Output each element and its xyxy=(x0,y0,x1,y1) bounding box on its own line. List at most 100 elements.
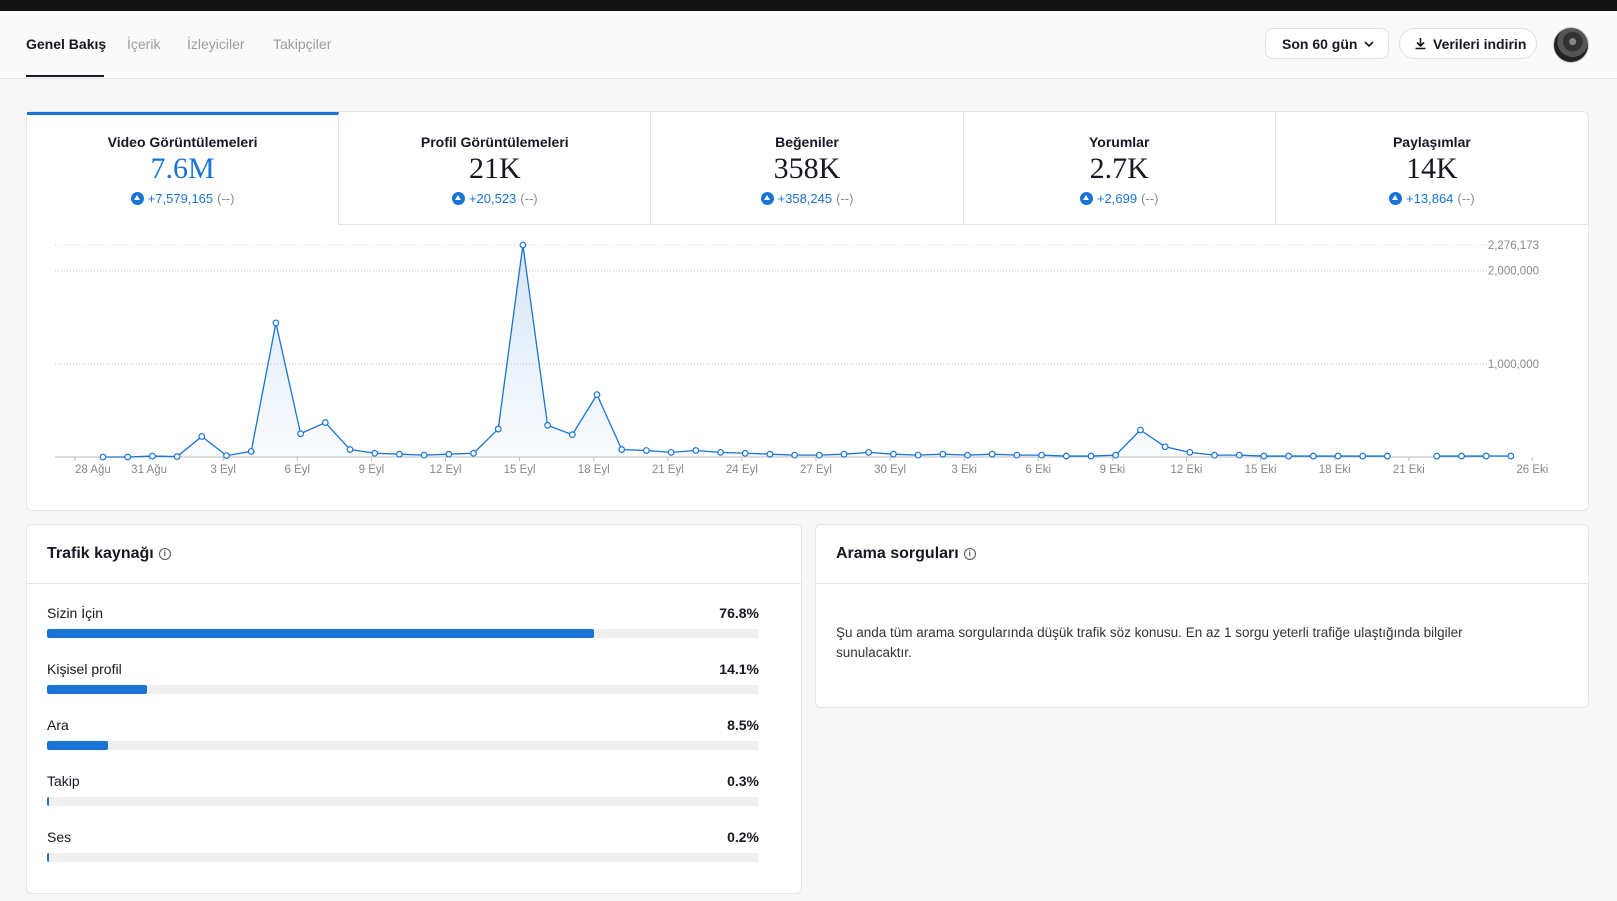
info-icon[interactable]: i xyxy=(963,548,976,560)
metric-title: Paylaşımlar xyxy=(1392,134,1471,150)
info-icon[interactable]: i xyxy=(158,548,171,560)
traffic-label: Ses xyxy=(47,829,72,845)
traffic-percent: 76.8% xyxy=(719,605,759,621)
traffic-bar-track xyxy=(47,797,759,806)
traffic-percent: 14.1% xyxy=(719,661,759,677)
data-point xyxy=(1359,452,1367,460)
metric-tab[interactable]: Beğeniler 358K +358,245 (--) xyxy=(651,112,964,225)
tab-takipciler[interactable]: Takipçiler xyxy=(273,36,332,52)
traffic-label: Ara xyxy=(47,717,69,733)
metric-delta-value: +358,245 xyxy=(777,191,833,206)
metric-tab[interactable]: Profil Görüntülemeleri 21K +20,523 (--) xyxy=(339,112,652,225)
arrow-up-icon xyxy=(1079,192,1093,205)
avatar[interactable] xyxy=(1553,27,1589,63)
top-strip xyxy=(0,0,1617,11)
traffic-percent: 0.3% xyxy=(727,773,759,789)
metric-title: Yorumlar xyxy=(1088,134,1150,150)
data-point xyxy=(1235,451,1243,459)
data-point xyxy=(321,419,329,426)
data-point xyxy=(99,453,107,461)
x-tick-label: 12 Eki xyxy=(1171,464,1203,476)
arrow-up-icon xyxy=(451,192,465,205)
data-point xyxy=(914,451,922,459)
traffic-percent: 8.5% xyxy=(727,717,759,733)
x-tick-label: 15 Eyl xyxy=(504,464,536,476)
traffic-bar-fill xyxy=(47,629,594,638)
search-empty-message: Şu anda tüm arama sorgularında düşük tra… xyxy=(836,625,1463,660)
metric-delta-extra: (--) xyxy=(1141,191,1159,206)
metric-delta-value: +20,523 xyxy=(468,191,517,206)
period-dropdown[interactable]: Son 60 gün xyxy=(1265,28,1389,59)
traffic-percent: 0.2% xyxy=(727,829,759,845)
metric-title: Profil Görüntülemeleri xyxy=(420,134,569,150)
search-queries-panel: Arama sorguları i Şu anda tüm arama sorg… xyxy=(815,524,1589,708)
x-tick-label: 27 Eyl xyxy=(800,464,832,476)
y-tick-label: 1,000,000 xyxy=(1488,359,1539,371)
data-point xyxy=(346,446,354,453)
data-point xyxy=(840,450,848,458)
data-point xyxy=(494,425,502,433)
metric-value: 358K xyxy=(773,152,841,185)
data-point xyxy=(939,450,947,458)
traffic-bar-fill xyxy=(47,853,50,862)
video-views-chart: 1,000,000 2,000,000 2,276,173 28 Ağu 31 Ağu 3… xyxy=(55,240,1548,476)
data-point xyxy=(544,421,551,429)
data-point xyxy=(1458,452,1465,460)
data-point xyxy=(766,450,774,458)
metric-delta-value: +2,699 xyxy=(1096,191,1138,206)
x-tick-label: 18 Eyl xyxy=(578,464,610,476)
x-tick-label: 21 Eyl xyxy=(652,464,684,476)
divider xyxy=(27,583,801,584)
x-tick-label: 12 Eyl xyxy=(430,464,462,476)
metric-tab[interactable]: Paylaşımlar 14K +13,864 (--) xyxy=(1275,112,1588,225)
data-point xyxy=(420,451,428,459)
download-data-button[interactable]: Verileri indirin xyxy=(1399,28,1537,59)
metric-delta: +7,579,165 (--) xyxy=(27,191,338,206)
data-point xyxy=(791,451,798,459)
traffic-bar-track xyxy=(47,629,759,638)
data-point xyxy=(692,447,700,454)
traffic-source-title: Trafik kaynağı i xyxy=(47,545,171,563)
data-point xyxy=(124,453,132,461)
data-point xyxy=(815,451,823,459)
tab-genel-bakis[interactable]: Genel Bakış xyxy=(26,36,107,52)
x-tick-label: 26 Eki xyxy=(1516,464,1548,476)
y-tick-label: 2,276,173 xyxy=(1488,240,1539,252)
period-label: Son 60 gün xyxy=(1282,35,1358,52)
data-point xyxy=(1186,448,1194,456)
data-point xyxy=(148,452,156,460)
metric-tab[interactable]: Video Görüntülemeleri 7.6M +7,579,165 (--) xyxy=(27,112,340,225)
data-point xyxy=(741,449,749,457)
data-point xyxy=(1211,451,1218,459)
tab-izleyiciler[interactable]: İzleyiciler xyxy=(187,36,245,52)
metric-title: Beğeniler xyxy=(775,134,839,150)
arrow-up-icon xyxy=(130,192,144,205)
search-queries-title-text: Arama sorguları xyxy=(836,545,959,562)
traffic-label: Sizin İçin xyxy=(47,605,104,621)
metric-delta-extra: (--) xyxy=(520,191,538,206)
data-point xyxy=(1260,452,1268,460)
data-point xyxy=(1112,451,1120,459)
download-icon xyxy=(1415,38,1426,50)
tab-icerik[interactable]: İçerik xyxy=(127,36,161,52)
metric-delta-extra: (--) xyxy=(1457,191,1475,206)
header: Genel Bakış İçerik İzleyiciler Takipçile… xyxy=(0,11,1617,79)
traffic-bar-fill xyxy=(47,685,148,694)
data-point xyxy=(1433,452,1441,460)
traffic-bar-fill xyxy=(47,797,50,806)
metric-delta: +358,245 (--) xyxy=(651,191,962,206)
data-point xyxy=(1136,426,1144,434)
data-point xyxy=(247,448,255,455)
data-point xyxy=(272,319,280,327)
arrow-up-icon xyxy=(1389,192,1403,205)
x-tick-label: 21 Eki xyxy=(1393,464,1425,476)
metric-tab[interactable]: Yorumlar 2.7K +2,699 (--) xyxy=(963,112,1276,225)
x-tick-label: 9 Eyl xyxy=(359,464,385,476)
data-point xyxy=(1087,452,1095,460)
overview-card: Video Görüntülemeleri 7.6M +7,579,165 (--) P… xyxy=(26,111,1589,511)
metric-delta-value: +7,579,165 xyxy=(147,191,214,206)
traffic-source-title-text: Trafik kaynağı xyxy=(47,545,154,562)
x-tick-label: 3 Eki xyxy=(951,464,977,476)
data-point xyxy=(988,450,996,458)
x-tick-label: 18 Eki xyxy=(1319,464,1351,476)
